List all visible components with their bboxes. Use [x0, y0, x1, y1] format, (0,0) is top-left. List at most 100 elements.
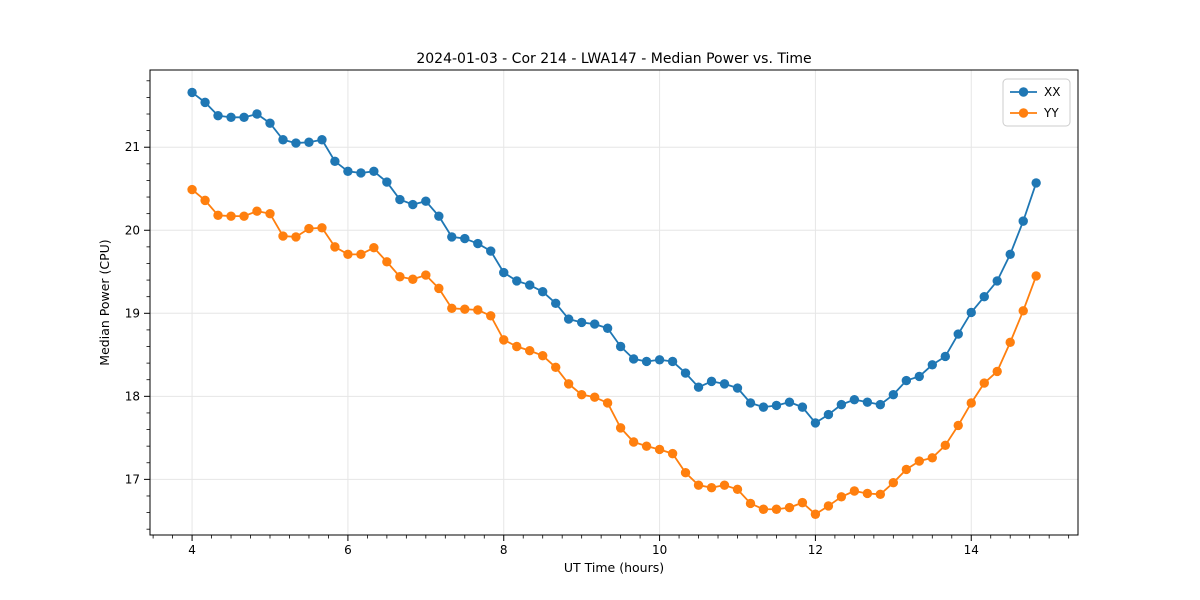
data-point-xx [512, 276, 522, 286]
data-point-yy [823, 501, 834, 511]
data-point-xx [434, 211, 444, 221]
data-point-xx [628, 354, 639, 364]
data-point-xx [538, 287, 548, 297]
data-point-yy [265, 208, 275, 219]
data-point-yy [732, 484, 743, 495]
data-point-yy [576, 389, 587, 400]
data-point-xx [291, 138, 301, 148]
y-tick-label: 21 [125, 140, 140, 154]
data-point-xx [797, 402, 808, 412]
data-point-yy [836, 492, 847, 502]
data-point-yy [654, 444, 665, 455]
data-point-yy [187, 184, 197, 195]
data-point-xx [758, 402, 769, 412]
data-point-yy [369, 242, 379, 253]
data-point-yy [888, 477, 899, 488]
data-point-xx [278, 135, 288, 145]
data-point-yy [434, 283, 444, 294]
data-point-xx [693, 382, 704, 392]
data-point-xx [888, 389, 899, 400]
data-point-xx [823, 409, 834, 420]
data-point-yy [486, 311, 496, 321]
data-point-xx [460, 233, 470, 244]
data-point-xx [979, 291, 989, 302]
data-point-yy [693, 480, 704, 490]
data-point-yy [538, 350, 548, 361]
data-point-yy [408, 274, 418, 284]
data-point-xx [343, 166, 353, 177]
data-point-yy [1018, 306, 1028, 316]
data-point-xx [927, 360, 937, 370]
data-series [187, 87, 1041, 519]
x-tick-label: 10 [652, 543, 667, 557]
data-point-xx [745, 398, 756, 408]
data-point-yy [1005, 337, 1015, 348]
data-point-xx [317, 135, 327, 145]
data-point-yy [200, 195, 210, 206]
data-point-xx [486, 246, 496, 256]
data-point-yy [641, 441, 652, 451]
data-point-yy [680, 468, 691, 478]
data-point-yy [589, 392, 600, 402]
data-point-xx [213, 110, 223, 121]
data-point-yy [213, 210, 223, 221]
data-point-xx [589, 319, 600, 329]
data-point-yy [317, 223, 327, 233]
data-point-yy [291, 232, 301, 242]
chart-title: 2024-01-03 - Cor 214 - LWA147 - Median P… [416, 51, 811, 67]
x-tick-label: 4 [188, 543, 196, 557]
data-point-yy [927, 453, 937, 463]
data-point-xx [382, 177, 392, 187]
data-point-yy [512, 341, 522, 352]
data-point-yy [615, 423, 626, 433]
data-point-xx [499, 267, 509, 278]
data-point-xx [356, 168, 366, 178]
data-point-yy [330, 242, 340, 252]
legend-label: XX [1044, 85, 1060, 99]
data-point-yy [745, 498, 756, 509]
x-tick-label: 14 [964, 543, 979, 557]
data-point-yy [524, 345, 535, 356]
series-yy-line [191, 188, 1038, 516]
data-point-yy [421, 270, 431, 280]
data-point-yy [602, 398, 613, 408]
data-point-yy [914, 456, 924, 466]
data-point-xx [875, 399, 886, 410]
data-point-xx [473, 238, 483, 249]
data-point-xx [421, 196, 431, 206]
series-xx [187, 87, 1041, 428]
axis-ticks [144, 80, 1070, 541]
y-tick-label: 17 [125, 472, 140, 486]
data-point-xx [239, 112, 249, 123]
data-point-yy [343, 249, 353, 260]
data-point-xx [706, 376, 717, 387]
data-point-yy [551, 362, 561, 372]
y-axis-label: Median Power (CPU) [97, 239, 112, 365]
data-point-yy [771, 504, 782, 514]
data-point-yy [667, 448, 678, 459]
data-point-yy [278, 231, 288, 241]
data-point-yy [706, 482, 717, 493]
data-point-xx [680, 368, 691, 378]
data-point-yy [862, 488, 873, 499]
data-point-yy [901, 464, 912, 475]
data-point-xx [901, 375, 912, 386]
data-point-xx [615, 341, 626, 352]
data-point-xx [369, 166, 379, 177]
data-point-yy [226, 211, 236, 221]
data-point-yy [628, 437, 639, 447]
data-point-xx [563, 314, 574, 324]
data-point-xx [862, 397, 873, 407]
data-point-xx [771, 400, 782, 411]
data-point-xx [576, 317, 587, 328]
x-tick-label: 12 [808, 543, 823, 557]
data-point-yy [979, 378, 989, 388]
data-point-xx [395, 194, 405, 205]
legend-marker [1018, 108, 1029, 118]
legend-marker [1018, 87, 1029, 97]
data-point-yy [875, 489, 886, 500]
data-point-xx [602, 323, 613, 333]
data-point-xx [265, 118, 275, 128]
